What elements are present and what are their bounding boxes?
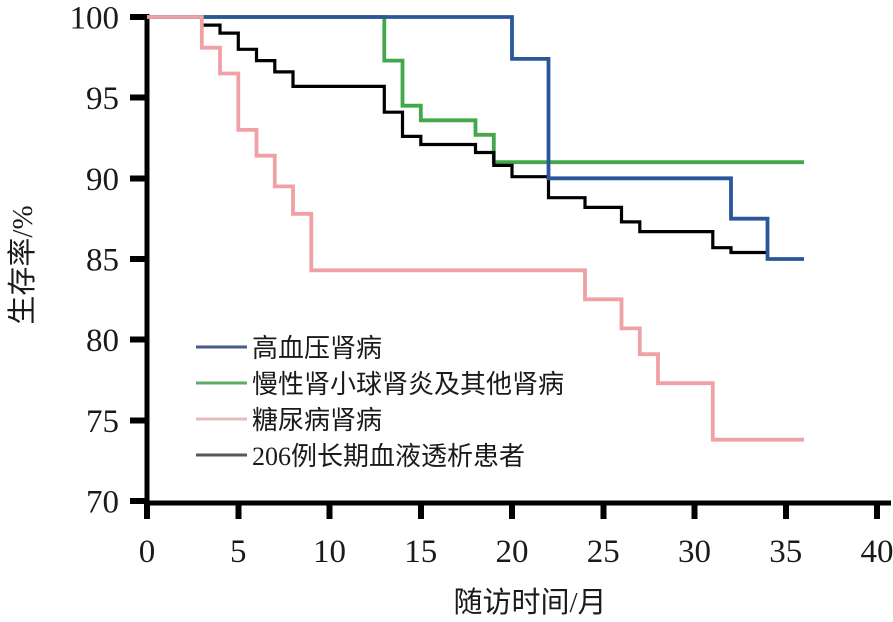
legend-item: 高血压肾病 <box>196 334 382 363</box>
legend-label: 慢性肾小球肾炎及其他肾病 <box>252 370 564 399</box>
x-tick-label: 0 <box>139 534 156 570</box>
curve-diabetic-nephropathy <box>147 15 804 442</box>
y-tick-label: 95 <box>86 81 119 117</box>
y-tick-label: 80 <box>86 323 119 359</box>
curve-chronic-glomerulonephritis <box>147 15 804 165</box>
legend-label: 糖尿病肾病 <box>252 406 382 435</box>
x-axis-title: 随访时间/月 <box>453 586 606 619</box>
legend-item: 206例长期血液透析患者 <box>196 442 525 471</box>
curve-hypertensive-nephropathy <box>147 15 804 261</box>
y-tick-label: 75 <box>86 404 119 440</box>
x-tick-label: 40 <box>861 534 893 570</box>
x-tick-label: 35 <box>769 534 802 570</box>
x-tick-label: 25 <box>587 534 620 570</box>
legend-label: 206例长期血液透析患者 <box>252 442 525 471</box>
x-tick-label: 30 <box>678 534 711 570</box>
legend-label: 高血压肾病 <box>252 334 382 363</box>
x-tick-label: 20 <box>496 534 529 570</box>
axes <box>130 14 891 519</box>
x-tick-label: 5 <box>230 534 247 570</box>
tick-labels: 0 5 10 15 20 25 30 35 40 70 75 80 85 90 95 100 <box>70 1 893 570</box>
legend-item: 慢性肾小球肾炎及其他肾病 <box>196 370 564 399</box>
x-tick-label: 10 <box>313 534 346 570</box>
y-axis-title: 生存率/% <box>6 205 39 324</box>
curves <box>147 15 804 442</box>
curve-hemodialysis-patients <box>147 15 768 255</box>
y-tick-label: 100 <box>70 1 120 37</box>
y-tick-label: 90 <box>86 162 119 198</box>
x-tick-label: 15 <box>404 534 437 570</box>
y-tick-label: 85 <box>86 243 119 279</box>
legend-item: 糖尿病肾病 <box>196 406 382 435</box>
y-tick-label: 70 <box>86 485 119 521</box>
